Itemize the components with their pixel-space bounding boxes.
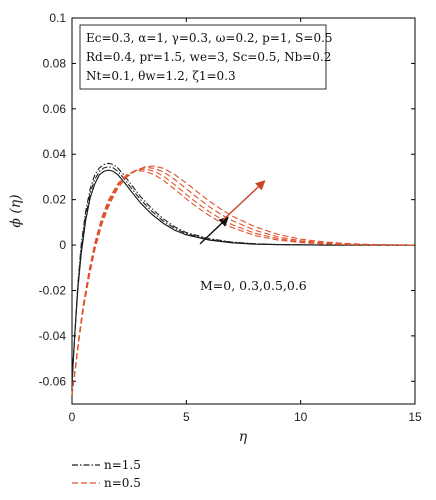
trend-arrow-1 (199, 216, 229, 245)
y-tick-label: 0.06 (43, 102, 67, 116)
info-box-frame (79, 24, 327, 90)
info-line-3: Nt=0.1, θw=1.2, ζ1=0.3 (86, 69, 236, 83)
info-box: Ec=0.3, α=1, γ=0.3, ω=0.2, p=1, S=0.5 Rd… (79, 24, 333, 90)
series-line-1 (71, 169, 415, 382)
y-tick-label: 0.04 (43, 147, 67, 161)
legend-label-n05: n=0.5 (104, 476, 141, 490)
y-tick-label: -0.06 (39, 374, 67, 388)
legend-label-n15: n=1.5 (104, 458, 141, 472)
annotation-m-values: M=0, 0.3,0.5,0.6 (200, 278, 307, 293)
x-axis-title: η (239, 429, 248, 445)
y-tick-label: 0.08 (43, 56, 67, 70)
info-line-2: Rd=0.4, pr=1.5, we=3, Sc=0.5, Nb=0.2 (86, 50, 331, 64)
info-line-1: Ec=0.3, α=1, γ=0.3, ω=0.2, p=1, S=0.5 (86, 31, 333, 45)
y-tick-label: 0.02 (43, 193, 67, 207)
x-tick-label: 5 (183, 410, 190, 424)
x-tick-label: 10 (294, 410, 308, 424)
plot-area (71, 17, 416, 405)
y-axis: -0.06 -0.04 -0.02 0 0.02 0.04 0.06 0.08 0.1 (39, 11, 415, 388)
x-axis: 0 5 10 15 (69, 18, 422, 424)
series-layer (71, 162, 416, 395)
plot-frame (71, 17, 416, 405)
series-line-7 (71, 165, 416, 395)
x-tick-label: 15 (408, 410, 422, 424)
y-tick-label: 0 (59, 238, 66, 252)
y-axis-title: ϕ (η) (8, 194, 24, 227)
series-line-3 (71, 162, 415, 386)
legend: n=1.5 n=0.5 (72, 458, 141, 490)
y-tick-label: 0.1 (49, 11, 66, 25)
arrow-layer (199, 180, 266, 245)
x-tick-label: 0 (69, 410, 76, 424)
series-line-2 (71, 166, 415, 384)
y-tick-label: -0.02 (39, 283, 67, 297)
trend-arrow-2 (222, 180, 266, 221)
y-tick-label: -0.04 (39, 329, 67, 343)
